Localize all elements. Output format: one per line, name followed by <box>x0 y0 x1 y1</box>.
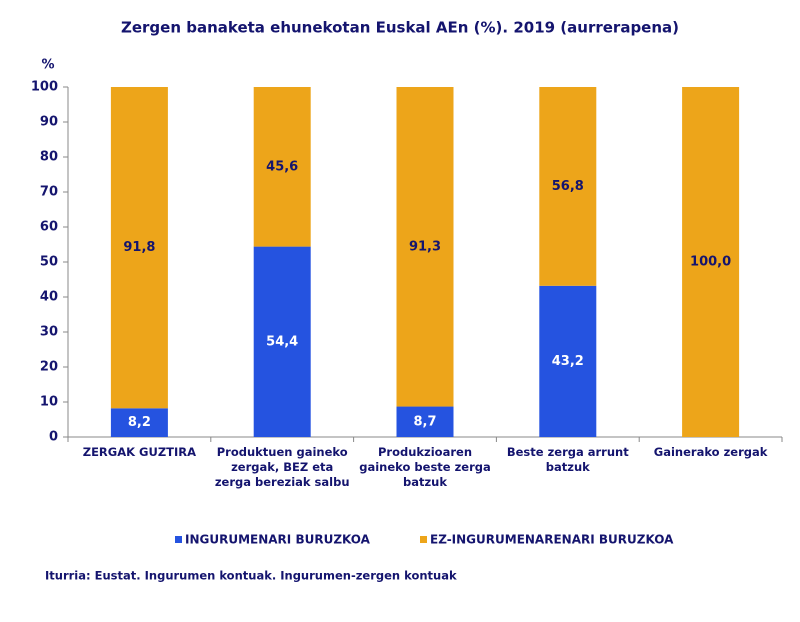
y-tick-label: 100 <box>31 80 58 95</box>
data-label: 8,7 <box>413 414 436 429</box>
bar-segment <box>539 285 597 437</box>
data-label: 54,4 <box>266 334 298 349</box>
legend-swatch <box>175 536 182 543</box>
y-tick-label: 80 <box>40 150 58 165</box>
bar-segment <box>110 87 168 409</box>
bar-segment <box>682 87 740 437</box>
chart-title: Zergen banaketa ehunekotan Euskal AEn (%… <box>121 19 679 37</box>
bar-segment <box>396 87 454 407</box>
y-tick-label: 40 <box>40 290 58 305</box>
legend-label: INGURUMENARI BURUZKOA <box>185 533 371 547</box>
y-tick-label: 10 <box>40 395 58 410</box>
x-tick-label: ZERGAK GUZTIRA <box>82 445 197 459</box>
data-label: 56,8 <box>552 179 584 194</box>
y-tick-label: 20 <box>40 360 58 375</box>
bar-segment <box>110 408 168 437</box>
bar-segment <box>539 87 597 286</box>
data-label: 91,3 <box>409 239 441 254</box>
legend-swatch <box>420 536 427 543</box>
x-tick-label: Gainerako zergak <box>653 445 768 459</box>
y-tick-label: 50 <box>40 255 58 270</box>
y-tick-label: 70 <box>40 185 58 200</box>
y-tick-label: 30 <box>40 325 58 340</box>
y-tick-label: 0 <box>49 430 58 445</box>
legend-label: EZ-INGURUMENARENARI BURUZKOA <box>430 533 674 547</box>
source: Iturria: Eustat. Ingurumen kontuak. Ingu… <box>45 569 457 583</box>
y-tick-label: 60 <box>40 220 58 235</box>
x-tick-label: Produkzioaren gaineko beste zerga batzuk <box>359 445 491 489</box>
x-tick-label: Beste zerga arrunt batzuk <box>506 445 629 474</box>
x-tick-label: Produktuen gaineko zergak, BEZ eta zerga… <box>214 445 350 489</box>
bar-segment <box>253 87 311 247</box>
y-tick-label: 90 <box>40 115 58 130</box>
data-label: 8,2 <box>128 415 151 430</box>
bar-segment <box>253 246 311 437</box>
y-unit: % <box>41 58 54 73</box>
bar-segment <box>396 406 454 437</box>
data-label: 91,8 <box>123 240 155 255</box>
data-label: 43,2 <box>552 354 584 369</box>
data-label: 100,0 <box>690 255 731 270</box>
data-label: 45,6 <box>266 159 298 174</box>
